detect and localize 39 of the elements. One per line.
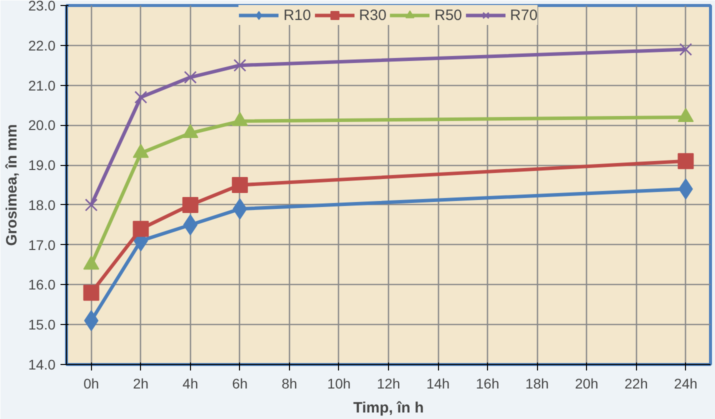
y-tick-label: 17.0 — [28, 236, 56, 253]
point — [233, 58, 246, 72]
x-tick-label: 8h — [282, 376, 298, 392]
x-tick-label: 20h — [574, 376, 598, 392]
point — [132, 220, 149, 237]
point — [184, 70, 197, 84]
point — [134, 90, 148, 104]
y-tick-label: 14.0 — [28, 356, 56, 372]
x-tick-label: 18h — [525, 376, 549, 392]
y-tick-label: 18.0 — [28, 196, 56, 213]
y-tick-label: 23.0 — [28, 0, 56, 14]
point — [83, 284, 100, 301]
x-tick-label: 10h — [327, 376, 351, 392]
x-tick-label: 12h — [376, 376, 400, 392]
x-tick-label: 6h — [232, 376, 248, 392]
y-tick-label: 19.0 — [28, 157, 56, 174]
y-tick-label: 21.0 — [28, 77, 56, 94]
point — [182, 196, 198, 213]
x-tick-label: 16h — [476, 376, 500, 392]
x-tick-label: 22h — [624, 376, 648, 392]
x-axis-title: Timp, în h — [353, 400, 424, 416]
legend-label: R30 — [358, 6, 386, 24]
x-tick-label: 0h — [83, 376, 100, 392]
point — [678, 153, 694, 170]
point — [232, 177, 248, 193]
y-axis-title: Grosimea, în mm — [3, 124, 20, 246]
legend-label: R50 — [434, 6, 462, 24]
legend-label: R10 — [283, 6, 311, 24]
point — [84, 198, 98, 212]
x-tick-label: 4h — [182, 376, 198, 392]
point — [679, 42, 692, 56]
x-tick-label: 2h — [133, 376, 149, 392]
y-tick-label: 15.0 — [28, 316, 56, 333]
y-tick-label: 16.0 — [28, 276, 56, 293]
x-tick-label: 24h — [674, 376, 698, 392]
x-tick-label: 14h — [426, 376, 450, 392]
y-tick-label: 20.0 — [28, 117, 56, 134]
legend-label: R70 — [510, 6, 538, 24]
y-tick-label: 22.0 — [28, 37, 56, 54]
